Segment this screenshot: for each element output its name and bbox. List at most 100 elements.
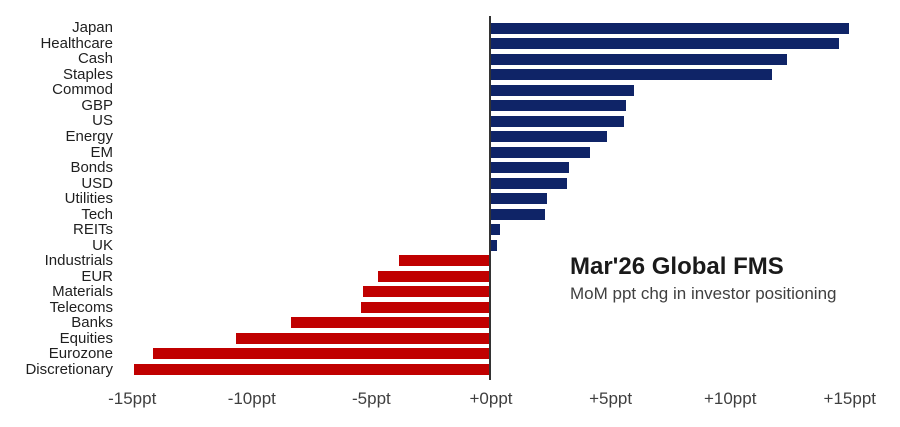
category-label: Staples <box>62 65 113 83</box>
bar-row: EUR <box>0 269 900 285</box>
x-axis-tick-label: -15ppt <box>108 389 157 408</box>
positive-bar <box>490 177 567 189</box>
bar-row: Utilities <box>0 191 900 207</box>
category-label: EUR <box>81 267 113 285</box>
positive-bar <box>490 146 591 158</box>
positive-bar <box>490 239 498 251</box>
bar-track <box>132 177 869 189</box>
category-label: Commod <box>52 81 113 99</box>
positive-bar <box>490 22 849 34</box>
category-label: GBP <box>81 96 113 114</box>
bar-track <box>132 84 869 96</box>
category-label: Eurozone <box>48 345 113 363</box>
category-label: Bonds <box>70 159 113 177</box>
bar-track <box>132 22 869 34</box>
x-axis-tick-label: +15ppt <box>823 389 877 408</box>
bar-track <box>132 224 869 236</box>
chart-annotation: Mar'26 Global FMS MoM ppt chg in investo… <box>570 253 836 304</box>
bar-track <box>132 255 869 267</box>
x-axis-tick-label: +0ppt <box>469 389 513 408</box>
category-label: REITs <box>72 221 113 239</box>
bar-track <box>132 193 869 205</box>
chart-title: Mar'26 Global FMS <box>570 253 784 280</box>
bar-track <box>132 239 869 251</box>
bar-track <box>132 38 869 50</box>
negative-bar <box>399 255 490 267</box>
chart-subtitle: MoM ppt chg in investor positioning <box>570 284 837 303</box>
bar-row: Eurozone <box>0 346 900 362</box>
bar-track <box>132 317 869 329</box>
category-label: US <box>92 112 113 130</box>
category-label: Industrials <box>44 252 113 270</box>
bar-track <box>132 332 869 344</box>
category-label: Equities <box>59 329 113 347</box>
bar-row: Bonds <box>0 160 900 176</box>
negative-bar <box>152 348 490 360</box>
negative-bar <box>133 363 490 375</box>
negative-bar <box>377 270 490 282</box>
bar-row: Banks <box>0 315 900 331</box>
negative-bar <box>363 286 490 298</box>
bar-row: UK <box>0 238 900 254</box>
x-axis-tick-label: +5ppt <box>589 389 633 408</box>
bar-track <box>132 286 869 298</box>
negative-bar <box>360 301 490 313</box>
category-label: Energy <box>65 128 113 145</box>
bar-row: Tech <box>0 207 900 223</box>
positive-bar <box>490 84 634 96</box>
positive-bar <box>490 69 773 81</box>
bar-row: Japan <box>0 20 900 36</box>
category-label: Cash <box>77 50 113 68</box>
bar-row: EM <box>0 143 900 161</box>
bar-track <box>132 69 869 81</box>
positive-bar <box>490 53 787 65</box>
category-label: Utilities <box>64 190 113 208</box>
bar-row: USD <box>0 176 900 192</box>
category-label: USD <box>81 174 113 192</box>
positive-bar <box>490 224 500 236</box>
bar-row: Commod <box>0 82 900 98</box>
bar-row: Staples <box>0 67 900 83</box>
bar-row: Discretionary <box>0 362 900 378</box>
category-label: UK <box>92 236 113 254</box>
x-axis-tick-label: -5ppt <box>352 389 391 408</box>
bar-track <box>132 131 869 143</box>
bar-row: Energy <box>0 129 900 145</box>
negative-bar <box>236 332 490 344</box>
category-label: Tech <box>81 205 113 223</box>
category-label: EM <box>90 143 114 161</box>
negative-bar <box>291 317 490 329</box>
category-label: Japan <box>72 19 113 37</box>
zero-axis-line <box>489 16 491 380</box>
category-label: Healthcare <box>40 34 113 52</box>
bar-row: REITs <box>0 222 900 238</box>
bar-track <box>132 100 869 112</box>
bar-row: Materials <box>0 284 900 300</box>
bar-track <box>132 162 869 174</box>
bar-track <box>132 348 869 360</box>
x-axis-tick-label: +10ppt <box>703 389 757 408</box>
bar-track <box>132 363 869 375</box>
positive-bar <box>490 38 840 50</box>
bar-row: Cash <box>0 51 900 67</box>
bar-track <box>132 115 869 127</box>
bar-row: US <box>0 113 900 129</box>
positive-bar <box>490 193 548 205</box>
positive-bar <box>490 131 608 143</box>
category-label: Discretionary <box>25 360 113 378</box>
bar-row: Industrials <box>0 253 900 269</box>
bar-row: GBP <box>0 98 900 114</box>
bar-row: Healthcare <box>0 36 900 52</box>
positive-bar <box>490 100 627 112</box>
bar-track <box>132 270 869 282</box>
positive-bar <box>490 208 546 220</box>
positive-bar <box>490 162 569 174</box>
bar-track <box>132 208 869 220</box>
bar-rows: Japan Healthcare Cash Staples Commod GBP US Ene… <box>0 20 900 377</box>
bar-row: Equities <box>0 331 900 347</box>
bar-track <box>132 301 869 313</box>
category-label: Materials <box>52 283 113 301</box>
category-label: Telecoms <box>49 298 113 316</box>
category-label: Banks <box>71 314 113 332</box>
